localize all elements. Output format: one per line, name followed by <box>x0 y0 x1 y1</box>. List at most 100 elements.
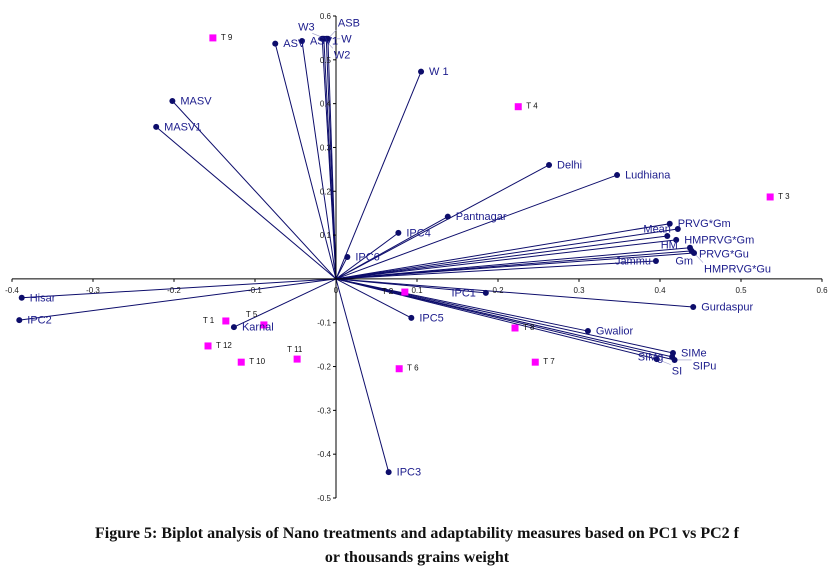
vector-point-ipc4 <box>395 229 402 236</box>
vector-line-hmprvg-gu <box>335 252 695 280</box>
vector-point-asv1 <box>298 37 305 44</box>
vector-label-sipu: SIPu <box>693 360 717 372</box>
vector-line-mean <box>335 228 678 280</box>
vector-label-delhi: Delhi <box>557 159 582 171</box>
vector-point-ipc5 <box>408 314 415 321</box>
vector-label-jammu: Jammu <box>615 255 651 267</box>
treatment-point-t-8 <box>511 324 519 332</box>
vector-label-gm: Gm <box>675 255 693 267</box>
vector-label-prvg-gm: PRVG*Gm <box>678 218 731 230</box>
y-tick-label: 0.2 <box>320 187 332 196</box>
treatment-label-t-9: T 9 <box>221 33 233 42</box>
vector-label-w: W <box>341 33 352 45</box>
vector-line-w-1 <box>335 71 422 280</box>
vector-line-sime <box>335 278 674 354</box>
vector-line-pantnagar <box>335 216 449 280</box>
treatment-point-t-3 <box>766 193 774 201</box>
vector-label-pantnagar: Pantnagar <box>456 211 507 223</box>
x-tick-label: -0.3 <box>86 286 100 295</box>
vector-line-hmprvg-gm <box>335 239 677 280</box>
treatment-label-t-8: T 8 <box>523 323 535 332</box>
vector-label-ipc3: IPC3 <box>397 467 421 479</box>
vector-label-ipc2: IPC2 <box>27 315 51 327</box>
vector-point-jammu <box>652 257 659 264</box>
vector-label-w-1: W 1 <box>429 66 449 78</box>
treatment-label-t-3: T 3 <box>778 192 790 201</box>
x-tick-label: 0.2 <box>492 286 504 295</box>
vector-line-prvg-gm <box>335 223 670 280</box>
vector-label-masv1: MASV1 <box>164 121 201 133</box>
y-tick-label: -0.5 <box>317 494 331 503</box>
vector-line-asv <box>274 43 337 280</box>
vector-point-ludhiana <box>614 172 621 179</box>
x-tick-label: 0.4 <box>654 286 666 295</box>
vector-label-ipc5: IPC5 <box>419 312 443 324</box>
vector-point-w-1 <box>418 68 425 75</box>
vector-line-karnal <box>233 278 337 328</box>
vector-label-hisar: Hisar <box>30 292 56 304</box>
y-tick-label: 0.6 <box>320 12 332 21</box>
vector-point-gurdaspur <box>690 303 697 310</box>
treatment-label-t-4: T 4 <box>526 102 538 111</box>
vector-label-si: SI <box>672 366 682 378</box>
markers <box>16 34 774 476</box>
y-tick-label: -0.4 <box>317 450 331 459</box>
x-tick-label: -0.2 <box>167 286 181 295</box>
vector-point-mean <box>674 225 681 232</box>
y-tick-label: -0.1 <box>317 319 331 328</box>
vector-point-gwalior <box>584 328 591 335</box>
vector-line-ipc3 <box>335 278 390 473</box>
treatment-label-t-2: T 2 <box>382 287 394 296</box>
vector-label-ipc4: IPC4 <box>406 227 430 239</box>
vector-label-w3: W3 <box>298 21 315 33</box>
vector-line-jammu <box>335 260 656 280</box>
vector-label-gwalior: Gwalior <box>596 326 634 338</box>
treatment-label-t-6: T 6 <box>407 364 419 373</box>
vector-line-gurdaspur <box>335 278 694 308</box>
vector-point-delhi <box>546 161 553 168</box>
vector-line-masv <box>172 100 337 280</box>
vector-line-delhi <box>335 164 550 280</box>
vector-label-asv: ASV <box>283 38 306 50</box>
treatment-point-t-5 <box>260 321 268 329</box>
treatment-label-t-5: T 5 <box>246 310 258 319</box>
vector-label-simg: SIMg <box>638 351 664 363</box>
vector-point-karnal <box>230 324 237 331</box>
x-tick-label: 0.3 <box>573 286 585 295</box>
vector-point-asb <box>324 35 331 42</box>
figure-caption-line-2: or thousands grains weight <box>324 549 510 566</box>
vector-line-ipc6 <box>335 256 348 280</box>
y-tick-label: -0.3 <box>317 406 331 415</box>
vector-line-prvg-gu <box>335 247 691 280</box>
treatment-point-t-1 <box>222 317 230 325</box>
vector-label-masv: MASV <box>180 96 212 108</box>
x-tick-label: -0.4 <box>5 286 19 295</box>
treatment-label-t-10: T 10 <box>249 357 265 366</box>
vector-point-ipc3 <box>385 469 392 476</box>
vector-label-ipc6: IPC6 <box>355 252 379 264</box>
vector-point-masv1 <box>153 123 160 130</box>
vector-line-ipc2 <box>19 278 337 321</box>
vector-point-ipc2 <box>16 317 23 324</box>
treatment-point-t-6 <box>395 365 403 373</box>
biplot-chart: -0.4 -0.3 -0.2 -0.1 0 0.1 0.2 0.3 0.4 0.5 0.6 0.6 0.… <box>5 12 828 503</box>
treatment-point-t-2 <box>401 288 409 296</box>
vector-line-gwalior <box>335 278 589 332</box>
vector-point-hmprvg-gm <box>673 236 680 243</box>
vector-point-sipu <box>671 356 678 363</box>
vector-point-masv <box>169 98 176 105</box>
x-tick-label: 0.6 <box>816 286 828 295</box>
vector-point-prvg-gm <box>666 220 673 227</box>
vector-label-w2: W2 <box>334 49 351 61</box>
vector-line-ludhiana <box>335 174 618 280</box>
vector-point-asv <box>272 40 279 47</box>
x-tick-label: -0.1 <box>248 286 262 295</box>
vector-lines <box>19 38 695 473</box>
y-tick-label: 0.5 <box>320 56 332 65</box>
vector-line-sipu <box>335 278 675 361</box>
vector-line-masv1 <box>155 126 337 280</box>
treatment-label-t-11: T 11 <box>287 345 303 354</box>
vector-label-karnal: Karnal <box>242 322 274 334</box>
vector-line-hisar <box>21 278 337 299</box>
vector-label-sime: SIMe <box>681 347 707 359</box>
